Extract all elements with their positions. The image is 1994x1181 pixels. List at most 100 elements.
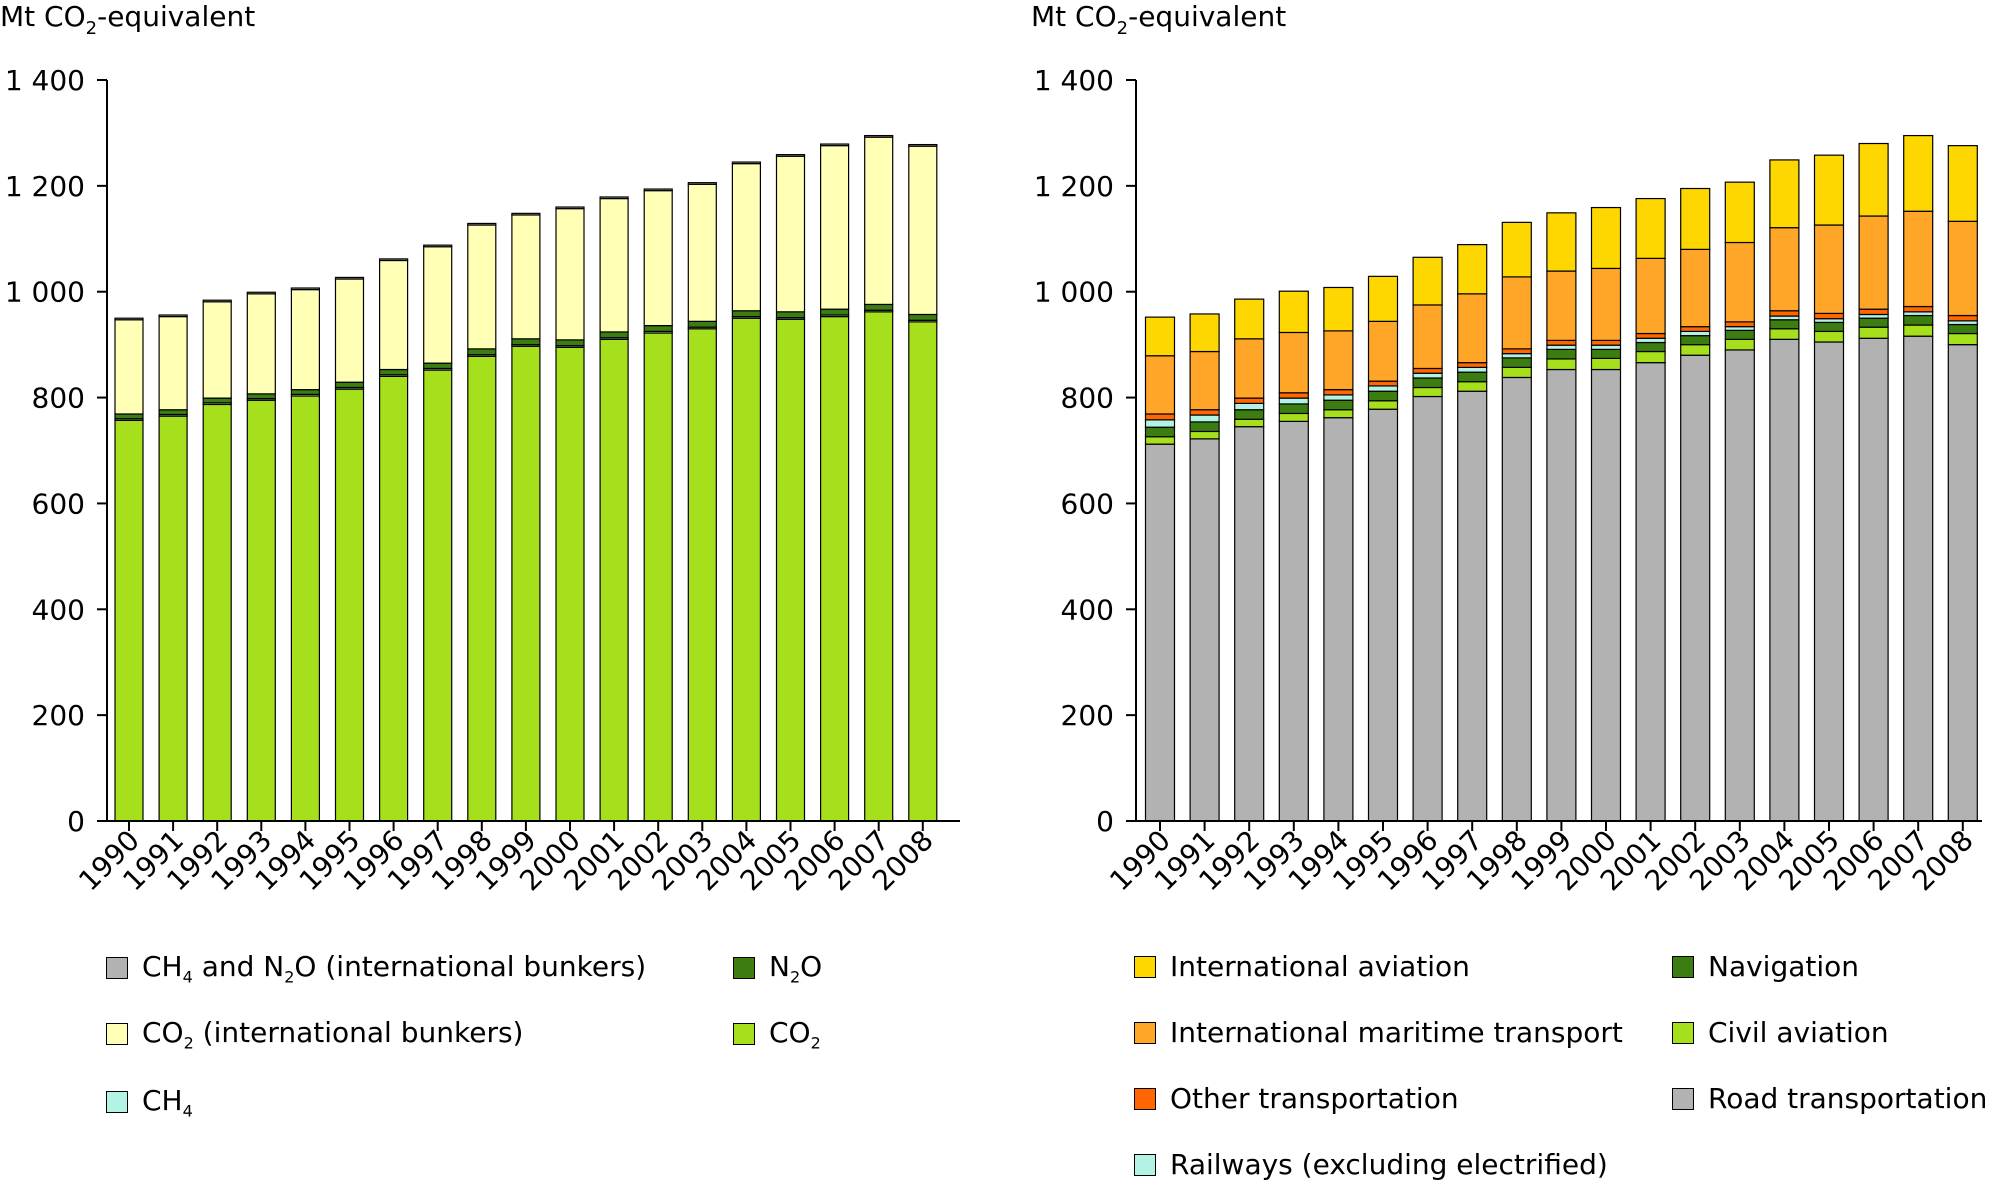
right-x-tick-label-2001: 2001: [1594, 824, 1668, 898]
legend-swatch: [106, 957, 128, 980]
right-y-tick-label: 1 000: [1034, 276, 1114, 309]
left-bar-n2o-2006: [819, 308, 850, 316]
right-bar-international-maritime-transport-1992: [1234, 338, 1265, 399]
left-bar-co2-international-bunkers--2005: [775, 155, 806, 313]
left-stacked-bar-chart: Mt CO2-equivalent 0 200 400 600 800 1 000 1 20…: [0, 0, 960, 897]
legend-label: CO2: [769, 1016, 821, 1053]
left-bar-n2o-2001: [599, 331, 629, 339]
right-x-tick-label-1994: 1994: [1282, 824, 1356, 898]
right-x-tick-label-1991: 1991: [1148, 824, 1222, 898]
left-bar-co2-international-bunkers--2003: [687, 183, 717, 322]
left-bar-ch4-and-n2o-international-bunkers--1999: [511, 212, 541, 216]
right-bar-other-transportation-2001: [1635, 332, 1666, 339]
right-y-tick-label: 0: [1096, 805, 1114, 838]
right-bar-navigation-1997: [1457, 371, 1488, 383]
right-x-tick-label-1997: 1997: [1415, 824, 1489, 898]
legend-label: Navigation: [1708, 950, 1860, 983]
right-bar-railways-excluding-electrified--1999: [1546, 344, 1577, 351]
left-bar-ch4-and-n2o-international-bunkers--2004: [731, 161, 762, 165]
right-bar-civil-aviation-1991: [1189, 430, 1220, 440]
right-x-tick-label-2003: 2003: [1683, 824, 1757, 898]
right-bar-civil-aviation-1992: [1234, 418, 1265, 428]
right-bar-road-transportation-1991: [1189, 438, 1220, 822]
legend-label: International aviation: [1170, 950, 1470, 983]
left-bar-ch4-and-n2o-international-bunkers--1991: [158, 314, 188, 318]
left-y-tick-label: 1 400: [5, 64, 85, 97]
right-bar-navigation-1994: [1323, 399, 1354, 411]
right-bar-international-maritime-transport-2008: [1947, 220, 1978, 317]
left-y-tick-label: 0: [67, 805, 85, 838]
legend-label: CH4: [142, 1084, 193, 1121]
right-legend-item-railways: Railways (excluding electrified): [1134, 1148, 1608, 1181]
left-bar-n2o-2008: [908, 313, 938, 321]
right-bar-navigation-1990: [1144, 426, 1176, 438]
left-bar-co2-1998: [467, 355, 497, 822]
right-legend-item-international-aviation: International aviation: [1134, 950, 1470, 983]
right-x-tick-label-2000: 2000: [1549, 824, 1623, 898]
left-bar-co2-international-bunkers--1993: [246, 293, 276, 395]
right-bar-railways-excluding-electrified--2002: [1680, 330, 1711, 337]
right-bar-other-transportation-2002: [1680, 326, 1711, 333]
right-bar-road-transportation-1997: [1457, 390, 1488, 822]
right-x-tick-label-1998: 1998: [1460, 824, 1534, 898]
right-bar-navigation-1995: [1367, 390, 1399, 402]
right-bar-civil-aviation-2001: [1635, 350, 1666, 364]
right-x-tick-label-2002: 2002: [1638, 824, 1712, 898]
right-bar-international-maritime-transport-2003: [1724, 241, 1755, 323]
left-bar-co2-2007: [864, 311, 894, 822]
right-bar-international-aviation-1996: [1412, 256, 1443, 306]
left-bar-co2-1992: [202, 403, 232, 822]
right-bar-railways-excluding-electrified--1998: [1501, 353, 1532, 359]
right-bar-international-aviation-2008: [1947, 145, 1978, 222]
right-bar-railways-excluding-electrified--2007: [1903, 311, 1934, 317]
right-bar-international-maritime-transport-1995: [1367, 320, 1399, 382]
right-bar-railways-excluding-electrified--1992: [1234, 402, 1265, 411]
left-bar-ch4-and-n2o-international-bunkers--1994: [290, 287, 320, 291]
left-bar-ch4-and-n2o-international-bunkers--1995: [334, 276, 365, 280]
right-bar-other-transportation-2003: [1724, 321, 1755, 328]
right-legend-item-international-maritime: International maritime transport: [1134, 1016, 1623, 1049]
right-bar-navigation-1992: [1234, 409, 1265, 420]
right-bar-international-maritime-transport-1996: [1412, 304, 1443, 370]
right-bar-navigation-1991: [1189, 421, 1220, 433]
right-bar-road-transportation-1990: [1144, 443, 1176, 822]
left-bar-n2o-1996: [379, 368, 409, 376]
left-bar-n2o-2004: [731, 310, 762, 318]
right-x-tick-label-2004: 2004: [1728, 824, 1802, 898]
left-bar-n2o-2002: [643, 324, 673, 333]
right-bar-international-maritime-transport-1991: [1189, 350, 1220, 411]
legend-label: International maritime transport: [1170, 1016, 1623, 1049]
right-bar-railways-excluding-electrified--1997: [1457, 366, 1488, 373]
right-bar-international-maritime-transport-1997: [1457, 293, 1488, 364]
left-bar-co2-1994: [290, 395, 320, 822]
left-bar-co2-2001: [599, 338, 629, 822]
right-y-tick-label: 200: [1061, 699, 1114, 732]
right-bar-other-transportation-1990: [1144, 413, 1176, 421]
left-bar-n2o-2007: [864, 303, 894, 311]
right-bar-civil-aviation-1993: [1278, 412, 1309, 422]
right-bar-railways-excluding-electrified--2004: [1769, 315, 1800, 321]
left-bar-co2-international-bunkers--1998: [467, 224, 497, 350]
right-bar-railways-excluding-electrified--1991: [1189, 414, 1220, 423]
left-bar-n2o-1994: [290, 389, 320, 395]
left-bar-n2o-2005: [775, 311, 806, 319]
right-bar-navigation-2004: [1769, 319, 1800, 330]
right-bar-other-transportation-1997: [1457, 362, 1488, 369]
right-x-tick-label-2005: 2005: [1772, 824, 1846, 898]
left-y-tick-label: 1 200: [5, 170, 85, 203]
left-bar-co2-international-bunkers--2008: [908, 145, 938, 316]
left-bar-ch4-and-n2o-international-bunkers--2006: [819, 143, 850, 147]
left-bar-co2-1990: [114, 419, 144, 822]
left-bar-co2-international-bunkers--2000: [555, 208, 585, 341]
left-bar-co2-international-bunkers--1992: [202, 301, 232, 399]
right-bar-road-transportation-1993: [1278, 420, 1309, 822]
right-bar-international-aviation-1994: [1323, 286, 1354, 332]
right-bar-international-maritime-transport-2000: [1590, 267, 1622, 342]
left-bar-co2-international-bunkers--1995: [334, 278, 365, 383]
right-bar-navigation-1998: [1501, 357, 1532, 369]
right-y-tick-label: 400: [1061, 593, 1114, 626]
right-bar-road-transportation-2004: [1769, 338, 1800, 822]
left-bar-co2-international-bunkers--1999: [511, 214, 541, 340]
left-bar-n2o-1993: [246, 393, 276, 400]
left-bar-ch4-and-n2o-international-bunkers--2003: [687, 182, 717, 185]
